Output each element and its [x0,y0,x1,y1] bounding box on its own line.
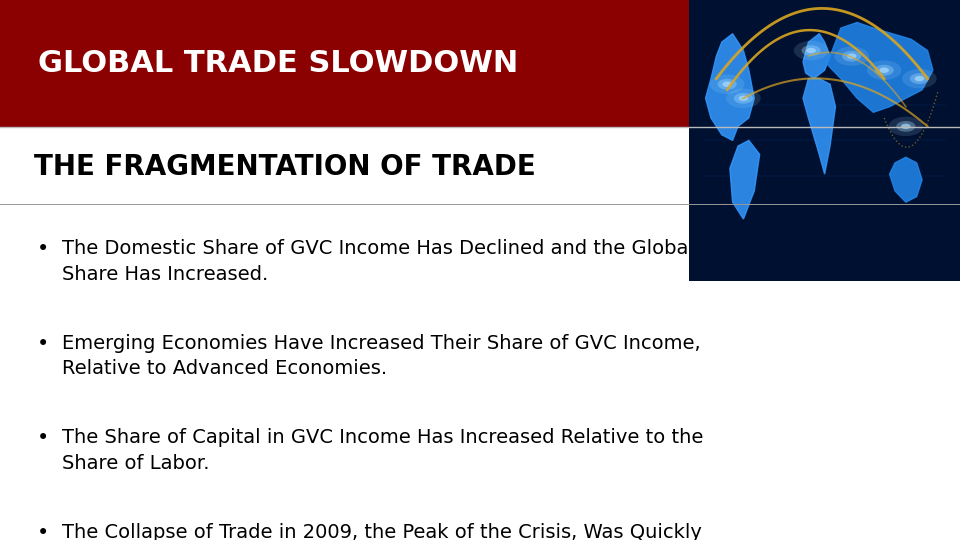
Circle shape [847,53,856,59]
Circle shape [834,46,869,66]
Text: •: • [36,523,49,540]
Polygon shape [825,23,933,112]
Circle shape [902,69,937,89]
Circle shape [738,96,748,101]
Text: The Domestic Share of GVC Income Has Declined and the Global
Share Has Increased: The Domestic Share of GVC Income Has Dec… [62,239,694,284]
Circle shape [842,51,861,62]
Circle shape [794,41,828,60]
Text: The Collapse of Trade in 2009, the Peak of the Crisis, Was Quickly
Reversed in 2: The Collapse of Trade in 2009, the Peak … [62,523,703,540]
Circle shape [897,121,916,132]
Circle shape [901,124,911,129]
Text: The Share of Capital in GVC Income Has Increased Relative to the
Share of Labor.: The Share of Capital in GVC Income Has I… [62,428,704,473]
Circle shape [915,76,924,82]
Circle shape [910,73,929,84]
Circle shape [802,45,821,56]
Circle shape [806,48,816,53]
Circle shape [733,93,753,104]
Text: THE FRAGMENTATION OF TRADE: THE FRAGMENTATION OF TRADE [34,153,536,181]
Circle shape [717,79,736,90]
Circle shape [875,65,894,76]
Text: •: • [36,428,49,448]
Circle shape [722,82,732,87]
Polygon shape [706,33,755,140]
Polygon shape [803,33,830,79]
Text: •: • [36,334,49,354]
Circle shape [889,117,924,136]
Polygon shape [803,79,835,174]
Text: Emerging Economies Have Increased Their Share of GVC Income,
Relative to Advance: Emerging Economies Have Increased Their … [62,334,701,379]
Polygon shape [730,140,759,219]
Circle shape [879,68,889,73]
Text: •: • [36,239,49,259]
FancyBboxPatch shape [689,0,960,281]
Polygon shape [890,157,923,202]
Circle shape [726,89,760,108]
Circle shape [709,75,744,94]
Circle shape [867,60,901,80]
Text: GLOBAL TRADE SLOWDOWN: GLOBAL TRADE SLOWDOWN [38,49,518,78]
FancyBboxPatch shape [0,0,960,127]
